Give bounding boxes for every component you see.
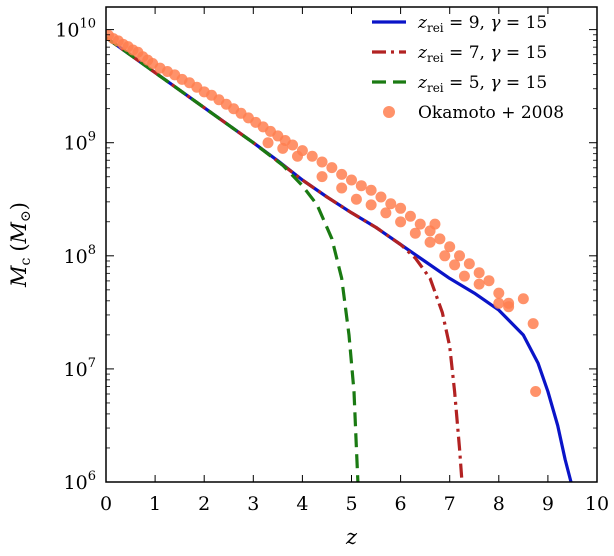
x-tick-label: 7 [444, 493, 456, 515]
scatter-point [380, 207, 392, 219]
x-tick-label: 4 [296, 493, 308, 515]
series-line-1 [106, 36, 573, 482]
ticks-layer: 0 1 2 3 4 5 6 7 8 9 10 106 107 108 109 1010 [55, 7, 609, 515]
y-tick-label: 106 [64, 469, 96, 494]
scatter-point [527, 318, 539, 330]
scatter-point [449, 259, 461, 271]
x-axis-label: z [345, 525, 358, 549]
axis-labels: z Mc(M⊙) [7, 202, 358, 549]
scatter-point [395, 216, 407, 228]
series-line-2 [106, 36, 464, 482]
y-tick-label: 1010 [55, 17, 96, 42]
scatter-point [365, 199, 377, 211]
scatter-point [530, 386, 542, 398]
scatter-point [395, 202, 407, 214]
scatter-point [277, 142, 289, 154]
scatter-point [493, 297, 505, 309]
x-tick-label: 2 [198, 493, 210, 515]
x-tick-label: 8 [493, 493, 505, 515]
y-label-unit-sub: ⊙ [18, 210, 34, 222]
scatter-point [473, 278, 485, 290]
y-label-main: M [7, 265, 31, 288]
scatter-point [291, 150, 303, 162]
x-tick-label: 10 [585, 493, 609, 515]
legend-swatch-scatter [383, 106, 395, 118]
scatter-point [483, 275, 495, 287]
legend: zrei = 9, γ = 15 zrei = 7, γ = 15 zrei = 5… [372, 13, 564, 123]
scatter-point [517, 293, 529, 305]
scatter-point [444, 241, 456, 253]
plot-area: 0 1 2 3 4 5 6 7 8 9 10 106 107 108 109 1010 [55, 6, 609, 515]
scatter-point [316, 171, 328, 183]
scatter-point [424, 236, 436, 248]
series-layer [106, 36, 573, 482]
scatter-point [346, 174, 357, 186]
x-tick-label: 1 [149, 493, 161, 515]
scatter-point [287, 139, 299, 151]
scatter-point [414, 218, 426, 230]
scatter-point [336, 168, 348, 180]
y-axis-label: Mc(M⊙) [7, 202, 34, 288]
y-tick-label: 108 [64, 243, 96, 268]
scatter-point [365, 184, 377, 196]
scatter-point [439, 250, 451, 262]
x-tick-label: 0 [100, 493, 112, 515]
scatter-point [503, 301, 515, 313]
scatter-point [350, 193, 362, 205]
y-tick-label: 109 [64, 130, 96, 155]
x-tick-label: 3 [247, 493, 259, 515]
scatter-point [429, 218, 441, 230]
scatter-point [336, 182, 348, 194]
scatter-point [326, 162, 338, 174]
legend-label-3: zrei = 5, γ = 15 [417, 73, 547, 95]
x-tick-label: 6 [395, 493, 407, 515]
legend-label-2: zrei = 7, γ = 15 [417, 43, 547, 65]
scatter-point [355, 180, 367, 192]
scatter-point [463, 258, 475, 270]
scatter-layer [106, 29, 542, 398]
y-tick-label: 107 [64, 356, 96, 381]
scatter-point [409, 227, 421, 239]
y-label-sub: c [18, 257, 34, 265]
scatter-point [306, 150, 318, 162]
scatter-point [385, 198, 397, 210]
x-tick-label: 5 [345, 493, 357, 515]
y-label-unit: M [7, 221, 31, 244]
scatter-point [434, 233, 446, 245]
scatter-point [375, 191, 387, 203]
scatter-point [493, 287, 505, 299]
scatter-point [458, 270, 470, 282]
scatter-point [316, 156, 328, 168]
series-line-3 [106, 36, 360, 482]
scatter-point [262, 137, 274, 149]
x-tick-label: 9 [542, 493, 554, 515]
legend-label-1: zrei = 9, γ = 15 [417, 13, 547, 35]
scatter-point [473, 267, 485, 279]
scatter-point [404, 210, 416, 222]
scatter-point [454, 250, 466, 262]
legend-label-scatter: Okamoto + 2008 [418, 103, 564, 123]
